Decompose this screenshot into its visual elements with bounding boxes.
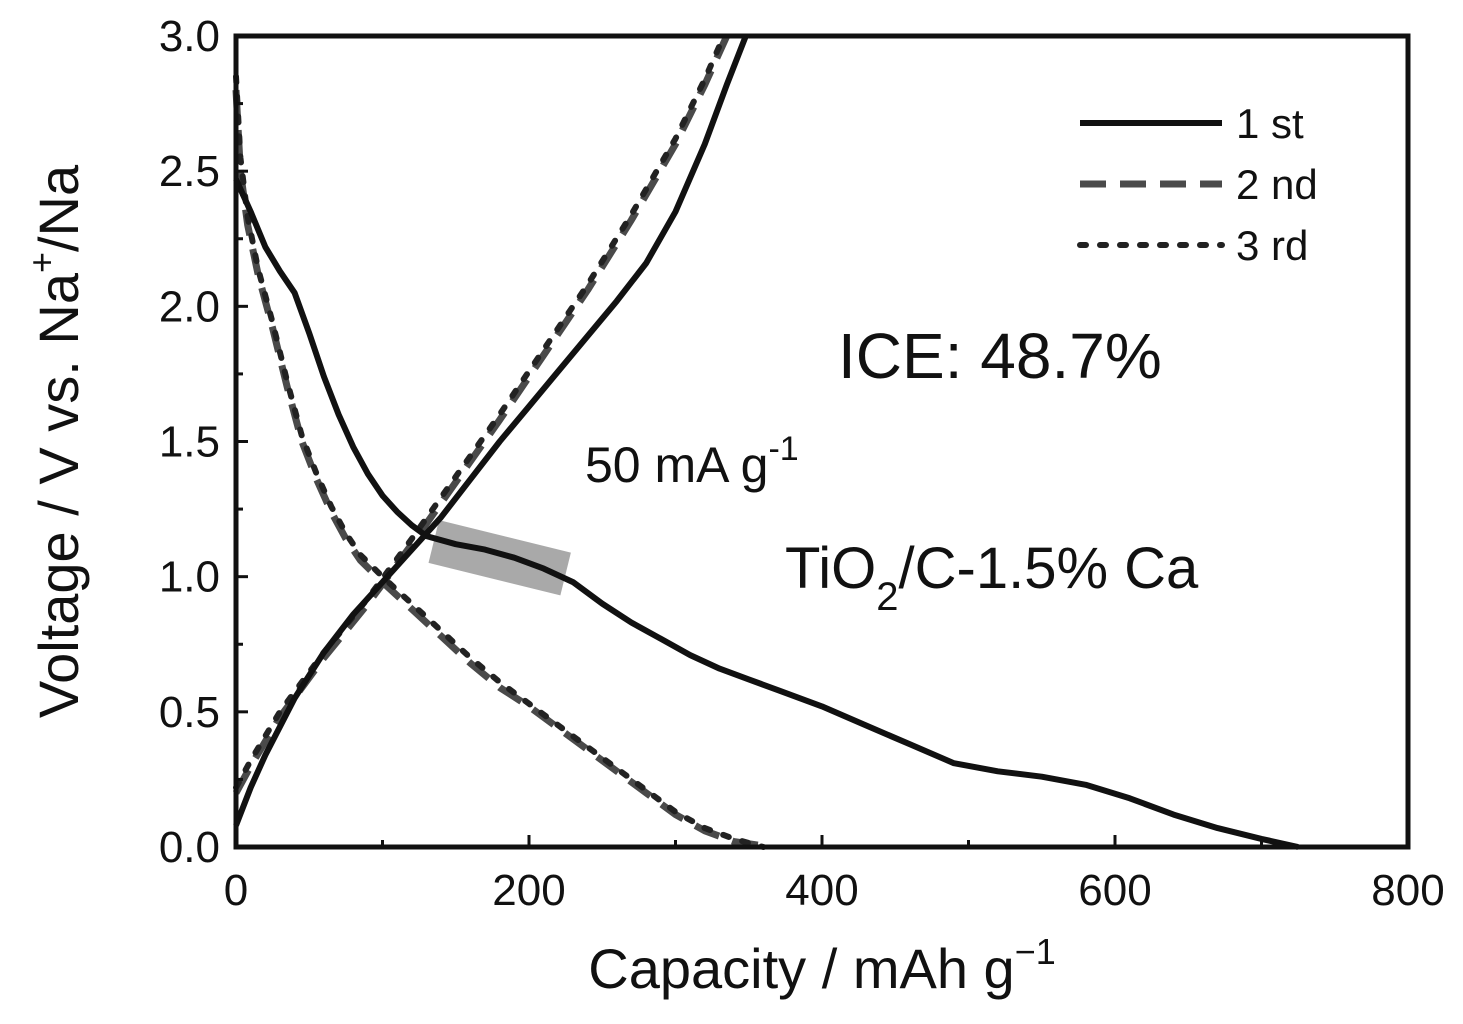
y-tick-label: 1.5: [159, 418, 220, 467]
x-axis-title: Capacity / mAh g−1: [588, 931, 1055, 1000]
sample-post: /C-1.5% Ca: [899, 536, 1200, 601]
series-dashed-discharge-line: [232, 89, 772, 851]
sample-annotation: TiO2/C-1.5% Ca: [785, 536, 1199, 619]
current-density-sup: -1: [768, 430, 798, 468]
x-axis-title-main: Capacity / mAh g: [588, 937, 1014, 1000]
y-tick-label: 0.0: [159, 823, 220, 872]
current-density-annotation: 50 mA g-1: [585, 430, 799, 493]
y-tick-label: 0.5: [159, 688, 220, 737]
plot-frame: [233, 33, 1411, 850]
sample-sub: 2: [876, 575, 898, 619]
y-axis-title: Voltage / V vs. Na+/Na: [21, 164, 90, 718]
x-tick-label: 600: [1078, 866, 1151, 915]
series-layer: [232, 33, 1299, 851]
x-tick-label: 0: [224, 866, 248, 915]
y-axis-title-main: Voltage / V vs. Na: [27, 272, 90, 718]
sample-pre: TiO: [785, 536, 876, 601]
y-axis-title-tail: /Na: [27, 164, 90, 252]
x-axis-title-sup: −1: [1015, 931, 1056, 972]
series-dotted-charge-line: [233, 33, 727, 791]
y-axis-title-sup: +: [21, 252, 62, 273]
x-tick-label: 200: [492, 866, 565, 915]
tick-layer: 0 200 400 600 800 0.0 0.5 1.0 1.5 2.0 2.5 3.0: [159, 12, 1445, 915]
legend-label: 1 st: [1236, 100, 1304, 147]
highlight-band: [428, 520, 571, 596]
highlight-band-layer: [428, 520, 571, 596]
legend-label: 3 rd: [1236, 222, 1308, 269]
y-tick-label: 2.0: [159, 282, 220, 331]
legend: 1 st 2 nd 3 rd: [1077, 100, 1318, 269]
ice-annotation: ICE: 48.7%: [838, 320, 1162, 392]
y-tick-label: 1.0: [159, 553, 220, 602]
x-tick-label: 400: [785, 866, 858, 915]
series-solid-charge-line: [233, 34, 749, 827]
series-solid-discharge-line: [233, 178, 1299, 850]
legend-label: 2 nd: [1236, 161, 1318, 208]
x-tick-label: 800: [1371, 866, 1444, 915]
current-density-main: 50 mA g: [585, 437, 768, 493]
y-tick-label: 2.5: [159, 147, 220, 196]
y-tick-label: 3.0: [159, 12, 220, 61]
